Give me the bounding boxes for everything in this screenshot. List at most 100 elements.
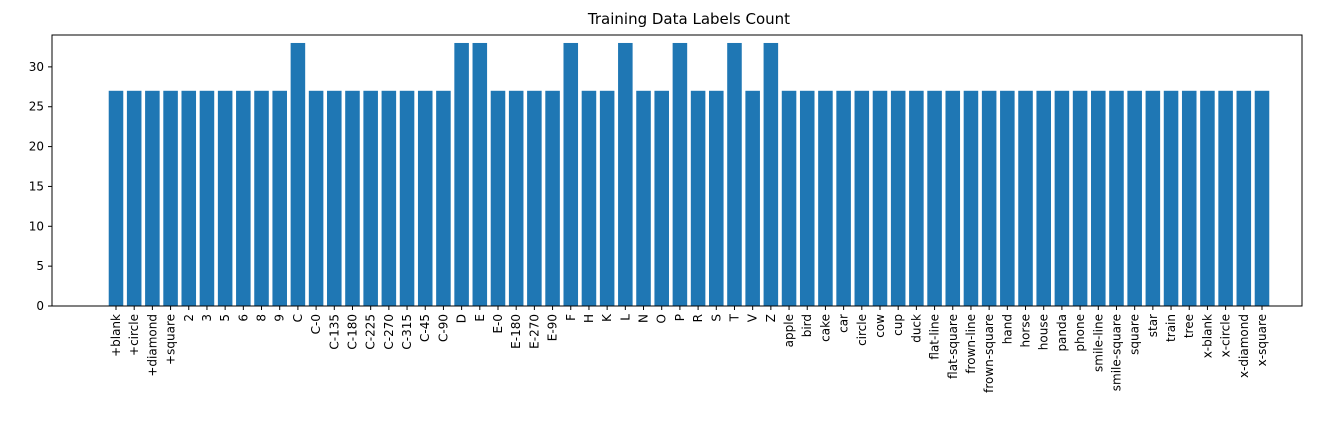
x-tick-label: bird: [800, 314, 814, 337]
x-tick-label: S: [709, 314, 723, 322]
bar-car: [836, 90, 851, 306]
x-tick-label: O: [655, 314, 669, 323]
bar-5: [217, 90, 233, 306]
x-tick-label: V: [746, 313, 760, 322]
x-tick-label: frown-square: [982, 314, 996, 393]
x-tick-label: hand: [1000, 314, 1014, 344]
bar-bird: [799, 90, 815, 306]
x-tick-label: car: [837, 314, 851, 333]
bar-+blank: [108, 90, 124, 306]
x-tick-label: N: [637, 314, 651, 323]
x-tick-label: star: [1146, 314, 1160, 337]
bar-smile-square: [1109, 90, 1124, 306]
x-tick-label: T: [727, 313, 741, 322]
plot-frame: [51, 34, 1303, 307]
bar-+circle: [126, 90, 142, 306]
bar-x-circle: [1218, 90, 1233, 306]
bar-P: [672, 42, 688, 306]
bar-C-315: [399, 90, 415, 306]
bar-E-0: [490, 90, 506, 306]
x-tick-label: D: [455, 314, 469, 323]
bar-square: [1127, 90, 1142, 306]
x-tick-label: E-90: [546, 314, 560, 341]
bar-E-90: [545, 90, 560, 306]
bar-L: [618, 42, 633, 306]
x-tick-label: C-135: [327, 314, 341, 350]
x-tick-label: C-225: [364, 314, 378, 350]
x-tick-label: K: [600, 313, 614, 322]
bar-panda: [1054, 90, 1070, 306]
x-tick-label: 8: [255, 314, 269, 322]
x-tick-label: x-diamond: [1237, 314, 1251, 378]
bar-cake: [818, 90, 833, 306]
bar-8: [254, 90, 269, 306]
y-tick-label: 20: [29, 140, 44, 154]
bar-N: [636, 90, 651, 306]
y-tick-label: 10: [29, 219, 44, 233]
bar-Z: [763, 42, 779, 306]
bars-group: [108, 42, 1270, 306]
x-tick-label: horse: [1019, 314, 1033, 348]
x-tick-label: E-0: [491, 314, 505, 334]
x-tick-label: cup: [891, 314, 905, 336]
x-tick-label: 2: [182, 314, 196, 322]
bar-9: [272, 90, 287, 306]
bar-V: [745, 90, 760, 306]
x-tick-label: C-315: [400, 314, 414, 350]
x-tick-label: +square: [164, 314, 178, 365]
bar-phone: [1072, 90, 1088, 306]
bar-2: [181, 90, 197, 306]
x-tick-label: P: [673, 314, 687, 321]
x-tick-label: F: [564, 314, 578, 321]
x-tick-label: smile-square: [1109, 314, 1123, 391]
bar-x-blank: [1200, 90, 1215, 306]
x-tick-label: cake: [818, 314, 832, 342]
bar-F: [563, 42, 579, 306]
x-tick-label: Z: [764, 314, 778, 322]
bar-D: [454, 42, 469, 306]
x-tick-label: circle: [855, 314, 869, 346]
bar-E: [472, 42, 488, 306]
x-tick-label: frown-line: [964, 314, 978, 374]
bar-circle: [854, 90, 870, 306]
x-tick-label: phone: [1073, 314, 1087, 352]
bar-H: [581, 90, 597, 306]
x-tick-label: H: [582, 314, 596, 323]
bar-duck: [909, 90, 924, 306]
x-tick-label: C-90: [436, 314, 450, 342]
bar-frown-line: [963, 90, 979, 306]
x-tick-label: train: [1164, 314, 1178, 342]
y-tick-label: 30: [29, 60, 44, 74]
x-tick-label: flat-line: [928, 314, 942, 360]
x-tick-label: tree: [1182, 314, 1196, 338]
bar-K: [599, 90, 615, 306]
bar-x-diamond: [1236, 90, 1252, 306]
x-tick-label: 9: [273, 314, 287, 322]
x-tick-label: E-270: [527, 314, 541, 349]
x-tick-label: flat-square: [946, 314, 960, 379]
bar-train: [1163, 90, 1179, 306]
bar-smile-line: [1091, 90, 1106, 306]
x-tick-label: C-0: [309, 314, 323, 334]
y-axis: 0 5 10 15 20 25 30: [29, 60, 52, 313]
x-tick-label: panda: [1055, 314, 1069, 352]
x-tick-label: C-180: [345, 314, 359, 350]
bar-C-180: [345, 90, 360, 306]
bar-hand: [1000, 90, 1015, 306]
bar-C-45: [417, 90, 433, 306]
bar-R: [690, 90, 706, 306]
bar-x-square: [1254, 90, 1270, 306]
x-tick-label: cow: [873, 314, 887, 338]
x-tick-label: house: [1037, 314, 1051, 350]
x-tick-label: E-180: [509, 314, 523, 349]
bar-star: [1145, 90, 1161, 306]
x-tick-label: +diamond: [145, 314, 159, 377]
bar-C: [290, 42, 306, 306]
chart-title: Training Data Labels Count: [587, 10, 790, 28]
bar-3: [199, 90, 215, 306]
x-tick-label: E: [473, 314, 487, 322]
bar-flat-square: [945, 90, 961, 306]
x-tick-label: C: [291, 314, 305, 322]
bar-horse: [1018, 90, 1033, 306]
